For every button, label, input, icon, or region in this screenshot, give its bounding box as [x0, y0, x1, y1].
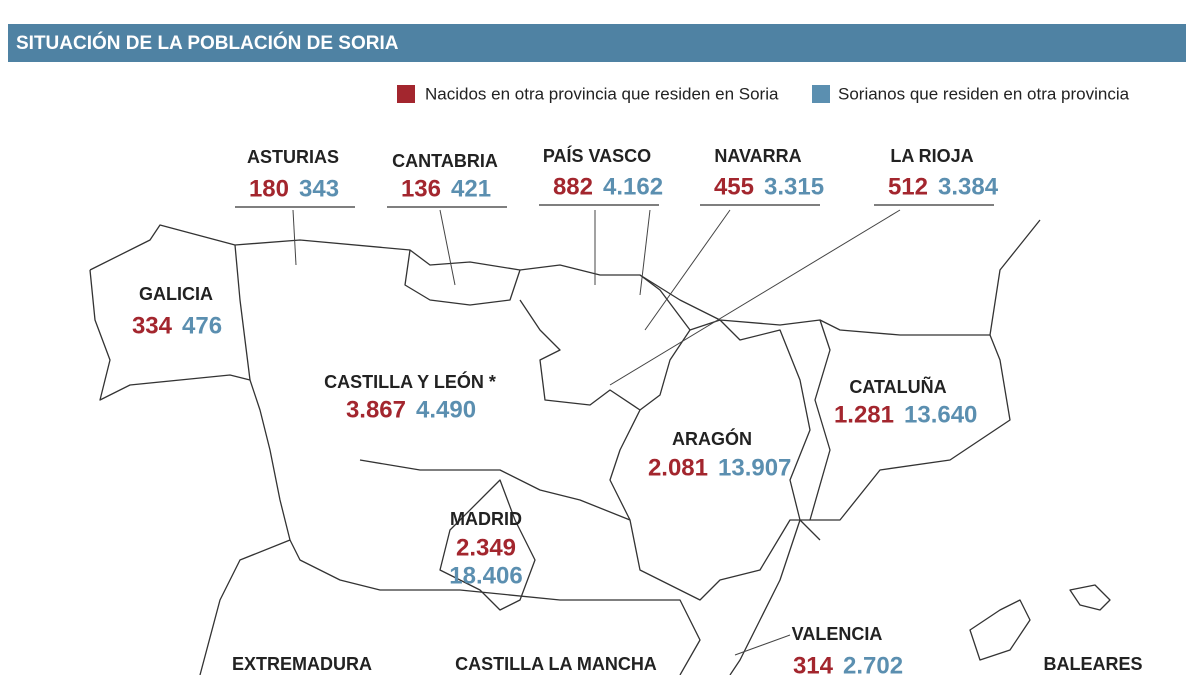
header-bar: [8, 24, 1186, 62]
sorians-value: 18.406: [449, 562, 522, 589]
region-name: ARAGÓN: [672, 428, 752, 449]
born-value: 136: [401, 175, 441, 202]
born-value: 2.081: [648, 454, 708, 481]
map-outline: [89, 219, 1111, 675]
sorians-value: 4.162: [603, 173, 663, 200]
sorians-value: 3.384: [938, 173, 999, 200]
born-value: 2.349: [456, 534, 516, 561]
born-value: 512: [888, 173, 928, 200]
legend-swatch: [397, 85, 415, 103]
sorians-value: 421: [451, 175, 491, 202]
sorians-value: 13.640: [904, 401, 977, 428]
legend-label: Nacidos en otra provincia que residen en…: [425, 84, 779, 103]
region-name: CASTILLA Y LEÓN *: [324, 371, 496, 392]
sorians-value: 476: [182, 312, 222, 339]
region-name: GALICIA: [139, 284, 213, 304]
region-name: CANTABRIA: [392, 151, 498, 171]
born-value: 314: [793, 652, 834, 675]
region-name: CASTILLA LA MANCHA: [455, 654, 657, 674]
born-value: 334: [132, 312, 173, 339]
region-name: LA RIOJA: [890, 146, 973, 166]
region-name: PAÍS VASCO: [543, 145, 651, 166]
region-name: NAVARRA: [714, 146, 801, 166]
born-value: 882: [553, 173, 593, 200]
sorians-value: 13.907: [718, 454, 791, 481]
sorians-value: 2.702: [843, 652, 903, 675]
region-name: MADRID: [450, 509, 522, 529]
sorians-value: 3.315: [764, 173, 824, 200]
sorians-value: 4.490: [416, 396, 476, 423]
region-name: BALEARES: [1043, 654, 1142, 674]
region-name: VALENCIA: [792, 624, 883, 644]
born-value: 3.867: [346, 396, 406, 423]
region-name: ASTURIAS: [247, 147, 339, 167]
born-value: 1.281: [834, 401, 894, 428]
region-name: CATALUÑA: [849, 376, 946, 397]
legend-swatch: [812, 85, 830, 103]
region-name: EXTREMADURA: [232, 654, 372, 674]
legend-label: Sorianos que residen en otra provincia: [838, 84, 1130, 103]
sorians-value: 343: [299, 175, 339, 202]
title: SITUACIÓN DE LA POBLACIÓN DE SORIA: [16, 32, 399, 54]
leader-lines: [292, 209, 901, 656]
born-value: 180: [249, 175, 289, 202]
born-value: 455: [714, 173, 754, 200]
